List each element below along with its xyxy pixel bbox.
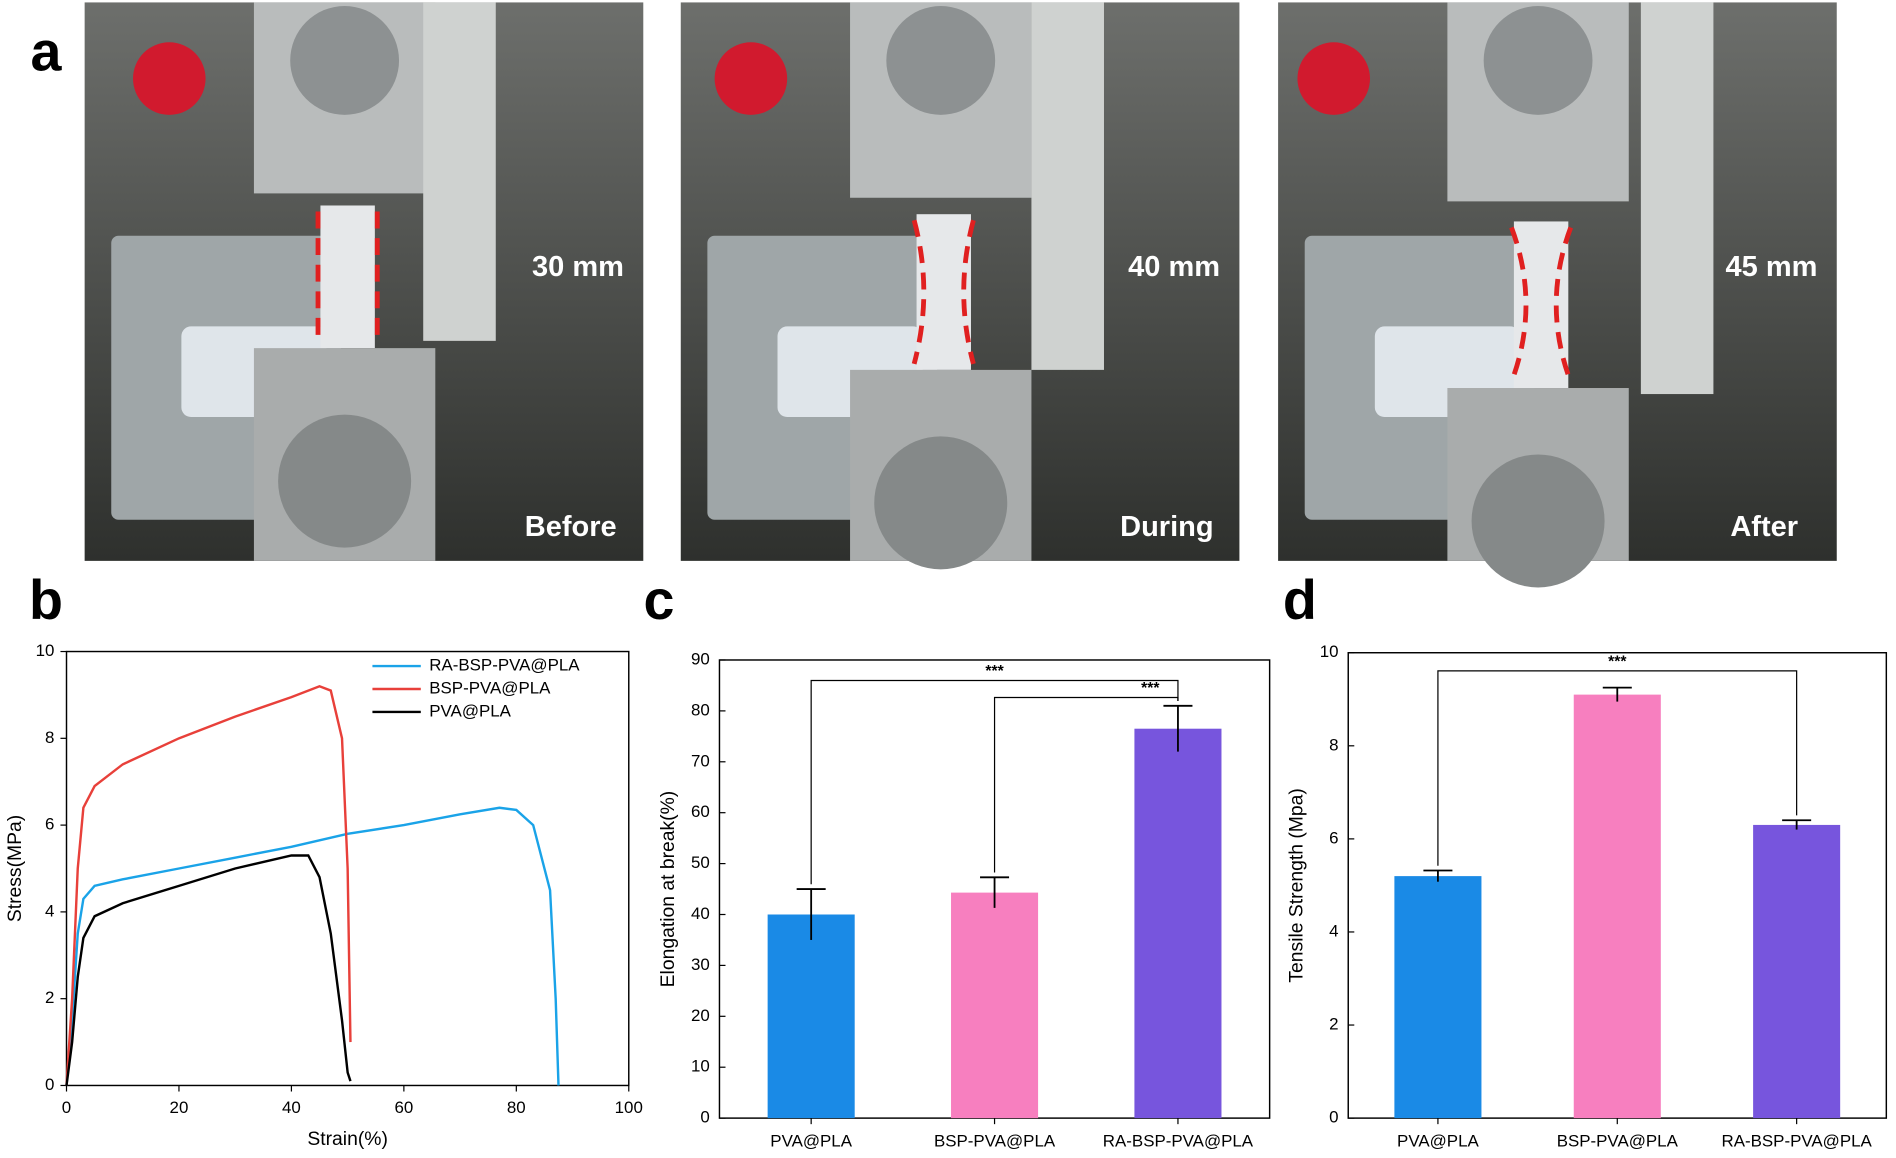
ruler: [1640, 2, 1714, 395]
red-button: [1297, 42, 1371, 115]
upper-disk: [886, 6, 996, 115]
specimen: [916, 214, 971, 370]
y-tick-label: 4: [1329, 921, 1338, 940]
x-tick-label: 40: [282, 1098, 301, 1117]
y-tick-label: 8: [45, 728, 54, 747]
y-tick-label: 2: [45, 988, 54, 1007]
photo: 40 mm During: [680, 2, 1240, 570]
bar: [951, 892, 1039, 1119]
y-tick-label: 50: [691, 853, 710, 872]
lower-disk: [1471, 454, 1605, 588]
dashed-outline: [1509, 226, 1529, 383]
y-axis-label: Tensile Strength (Mpa): [1286, 788, 1308, 982]
panel-label: d: [1283, 569, 1317, 631]
legend-label: PVA@PLA: [429, 701, 511, 720]
y-tick-label: 0: [700, 1108, 709, 1127]
y-tick-label: 30: [691, 955, 710, 974]
y-tick-label: 6: [1329, 828, 1338, 847]
y-tick-label: 70: [691, 751, 710, 770]
lower-disk: [874, 436, 1008, 570]
bar: [1573, 694, 1661, 1119]
photo: 30 mm Before: [84, 2, 644, 561]
y-tick-label: 0: [1329, 1108, 1338, 1127]
x-tick-label: 0: [62, 1098, 71, 1117]
specimen: [1513, 221, 1569, 389]
significance-label: ***: [1608, 654, 1627, 671]
photo: 45 mm After: [1278, 2, 1837, 588]
y-axis-label: Elongation at break(%): [657, 791, 679, 988]
length-label: 30 mm: [532, 251, 624, 283]
x-tick-label: 20: [170, 1098, 189, 1117]
significance-label: ***: [985, 663, 1004, 680]
panel-label: b: [29, 569, 63, 631]
x-tick-label: 60: [394, 1098, 413, 1117]
y-tick-label: 2: [1329, 1015, 1338, 1034]
significance-label: ***: [1141, 680, 1160, 697]
x-tick-label: RA-BSP-PVA@PLA: [1103, 1132, 1254, 1151]
y-tick-label: 40: [691, 904, 710, 923]
stage-label: After: [1730, 511, 1798, 543]
upper-disk: [1483, 6, 1593, 115]
y-tick-label: 0: [45, 1075, 54, 1094]
bar: [1134, 728, 1222, 1119]
legend-label: BSP-PVA@PLA: [429, 678, 551, 697]
red-button: [714, 42, 788, 115]
y-tick-label: 10: [691, 1057, 710, 1076]
y-axis-label: Stress(MPa): [4, 815, 26, 922]
y-tick-label: 10: [36, 641, 55, 660]
x-tick-label: PVA@PLA: [1397, 1132, 1479, 1151]
x-tick-label: PVA@PLA: [770, 1132, 852, 1151]
y-tick-label: 90: [691, 649, 710, 668]
line-series: [65, 854, 352, 1086]
bar: [1753, 824, 1841, 1119]
dashed-outline: [1553, 226, 1573, 383]
x-tick-label: BSP-PVA@PLA: [1557, 1132, 1679, 1151]
plot-frame: [65, 650, 630, 1087]
panel-label: a: [30, 20, 62, 82]
y-tick-label: 80: [691, 700, 710, 719]
y-tick-label: 6: [45, 815, 54, 834]
x-tick-label: BSP-PVA@PLA: [934, 1132, 1056, 1151]
ruler: [1031, 2, 1104, 370]
lower-disk: [278, 414, 412, 548]
length-label: 40 mm: [1128, 251, 1220, 283]
y-tick-label: 10: [1320, 642, 1339, 661]
panel-label: c: [644, 569, 675, 631]
line-series: [65, 684, 352, 1086]
x-tick-label: RA-BSP-PVA@PLA: [1721, 1132, 1872, 1151]
y-tick-label: 8: [1329, 735, 1338, 754]
red-button: [133, 42, 206, 115]
significance-bracket: [993, 696, 1179, 873]
stage-label: Before: [525, 511, 617, 543]
y-tick-label: 60: [691, 802, 710, 821]
bar: [1394, 876, 1482, 1119]
y-tick-label: 20: [691, 1006, 710, 1025]
specimen: [320, 205, 375, 349]
x-tick-label: 100: [615, 1098, 643, 1117]
length-label: 45 mm: [1726, 251, 1818, 283]
x-axis-label: Strain(%): [307, 1128, 388, 1150]
upper-disk: [290, 6, 400, 115]
ruler: [423, 2, 496, 341]
bar: [767, 914, 855, 1119]
significance-bracket: [810, 679, 1179, 885]
line-series: [65, 806, 560, 1086]
x-tick-label: 80: [507, 1098, 526, 1117]
stage-label: During: [1120, 511, 1213, 543]
legend-label: RA-BSP-PVA@PLA: [429, 656, 580, 675]
y-tick-label: 4: [45, 901, 54, 920]
significance-bracket: [1437, 670, 1798, 866]
